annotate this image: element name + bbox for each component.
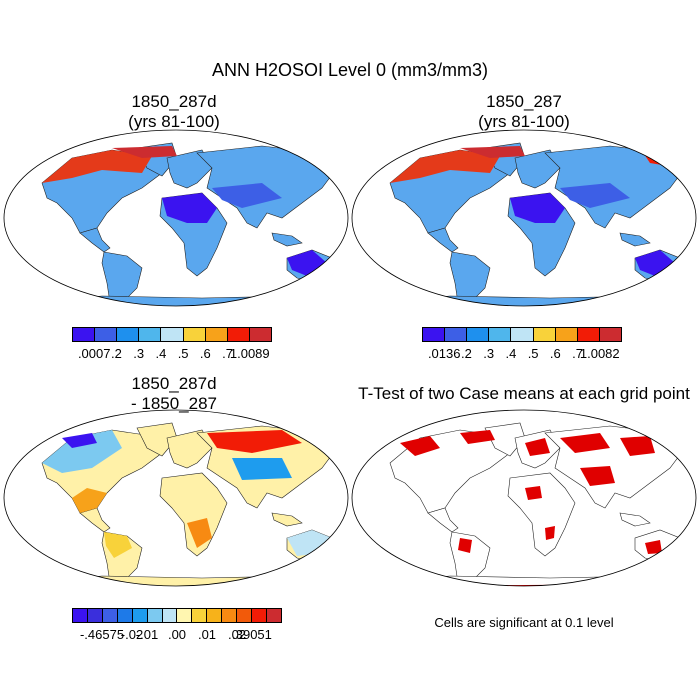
colorbar-2-swatch (555, 328, 578, 341)
colorbar-3-labels: -.46575 -.02 -.01 .00 .01 .02.39051 (72, 627, 282, 643)
colorbar-2-swatch (467, 328, 490, 341)
colorbar-3-label: .39051 (232, 627, 272, 642)
colorbar-2-swatch (489, 328, 512, 341)
colorbar-2-label: .3 (483, 346, 495, 361)
colorbar-1-swatch (205, 328, 228, 341)
colorbar-3-swatch (222, 609, 238, 622)
colorbar-3-label: .02 (227, 627, 247, 642)
colorbar-3-swatch (252, 609, 267, 622)
colorbar-1-swatch (95, 328, 118, 341)
colorbar-2-swatch (599, 328, 621, 341)
colorbar-2-swatch (423, 328, 446, 341)
panel-3-title: 1850_287d - 1850_287 (130, 374, 218, 413)
colorbar-2-label: .5 (527, 346, 539, 361)
map-panel-2 (351, 129, 697, 307)
colorbar-2-swatch (533, 328, 556, 341)
colorbar-3-swatch (162, 609, 178, 622)
map-panel-3 (3, 409, 349, 587)
panel-2-title: 1850_287 (yrs 81-100) (478, 92, 570, 131)
colorbar-3-swatch (207, 609, 223, 622)
figure-title: ANN H2OSOI Level 0 (mm3/mm3) (211, 60, 489, 80)
colorbar-1-label: .4 (155, 346, 167, 361)
colorbar-3-label: .00 (167, 627, 187, 642)
colorbar-3-label: .01 (197, 627, 217, 642)
colorbar-3-label: -.01 (135, 627, 159, 642)
colorbar-1-label: 1.0089 (229, 346, 270, 361)
colorbar-1 (72, 327, 272, 342)
colorbar-2-swatch (577, 328, 600, 341)
panel-1-title: 1850_287d (yrs 81-100) (128, 92, 220, 131)
colorbar-3-swatch (266, 609, 281, 622)
colorbar-2-label: 1.0082 (579, 346, 620, 361)
colorbar-3-swatch (177, 609, 193, 622)
colorbar-2-swatch (445, 328, 468, 341)
colorbar-2-labels: .0136.2 .3 .4 .5 .6 .7 1.0082 (422, 346, 622, 362)
colorbar-3-swatch (102, 609, 118, 622)
colorbar-2-swatch (511, 328, 534, 341)
panel-4-title: T-Test of two Case means at each grid po… (358, 384, 690, 403)
colorbar-2-label: .6 (549, 346, 561, 361)
colorbar-1-label: .0007 (77, 346, 111, 361)
map-panel-1 (3, 129, 349, 307)
colorbar-3 (72, 608, 282, 623)
colorbar-3-label: -.02 (120, 627, 144, 642)
colorbar-1-swatch (73, 328, 96, 341)
colorbar-3-swatch (87, 609, 103, 622)
colorbar-2-label: .2 (461, 346, 472, 361)
colorbar-1-label: .3 (133, 346, 145, 361)
colorbar-1-swatch (161, 328, 184, 341)
colorbar-2-label: .4 (505, 346, 517, 361)
colorbar-3-swatch (117, 609, 133, 622)
colorbar-3-swatch (73, 609, 88, 622)
colorbar-3-label: -.46575 (79, 627, 125, 642)
colorbar-1-label: .7 (222, 346, 233, 361)
colorbar-1-swatch (249, 328, 271, 341)
colorbar-1-swatch (183, 328, 206, 341)
colorbar-1-swatch (117, 328, 140, 341)
colorbar-2 (422, 327, 622, 342)
colorbar-1-label: .2 (111, 346, 122, 361)
map-panel-4 (351, 409, 697, 587)
colorbar-1-swatch (139, 328, 162, 341)
colorbar-3-swatch (192, 609, 208, 622)
colorbar-1-label: .6 (199, 346, 211, 361)
colorbar-3-swatch (237, 609, 253, 622)
colorbar-1-label: .5 (177, 346, 189, 361)
colorbar-3-swatch (147, 609, 163, 622)
colorbar-3-swatch (132, 609, 148, 622)
significance-note: Cells are significant at 0.1 level (434, 615, 614, 630)
colorbar-1-swatch (227, 328, 250, 341)
colorbar-2-label: .0136 (427, 346, 461, 361)
colorbar-2-label: .7 (572, 346, 583, 361)
colorbar-1-labels: .0007.2 .3 .4 .5 .6 .7 1.0089 (72, 346, 272, 362)
